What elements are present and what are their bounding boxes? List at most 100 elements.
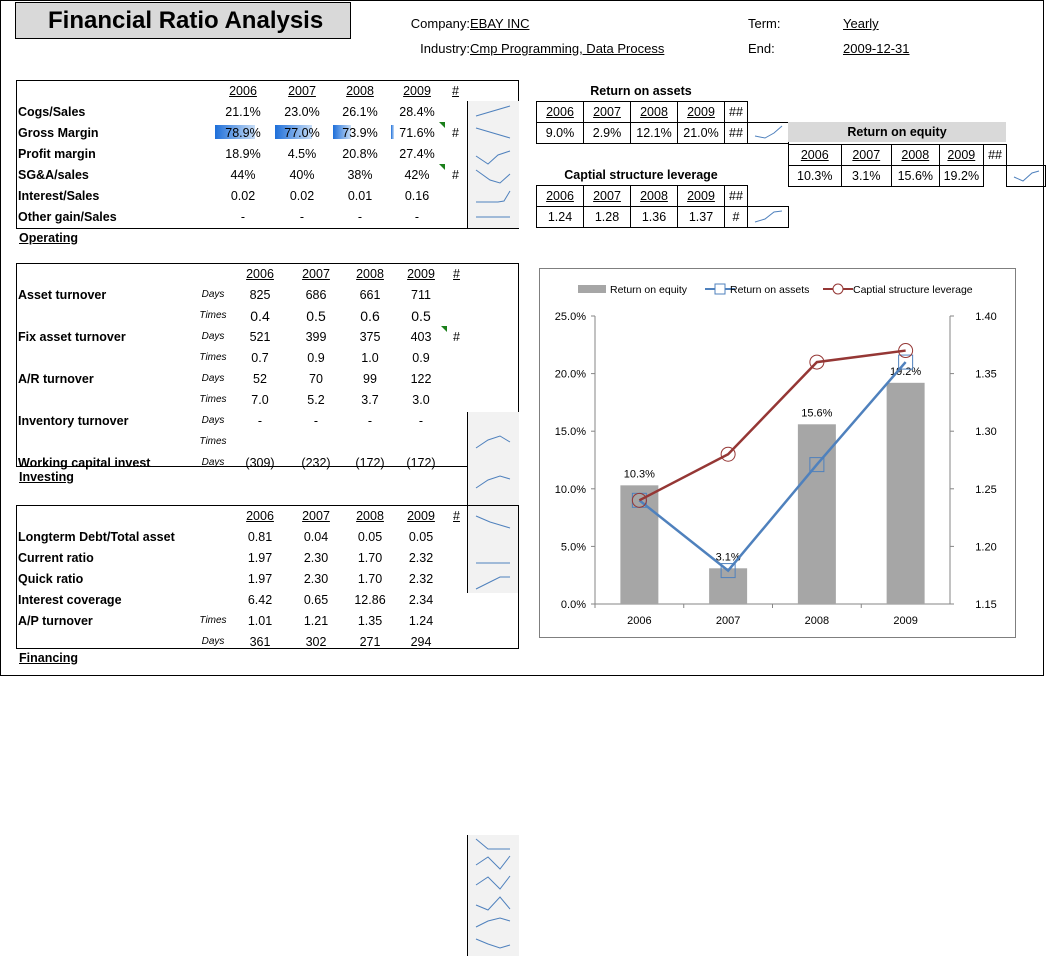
cell[interactable]: 0.9 [307, 350, 325, 365]
csl-cell[interactable]: 1.37 [677, 206, 725, 228]
cell[interactable]: 1.01 [247, 613, 273, 628]
cell[interactable]: 44% [230, 167, 256, 182]
cell[interactable]: 77.0% [273, 122, 331, 143]
roa-cell[interactable]: 2.9% [583, 122, 631, 144]
cell[interactable]: 52 [253, 371, 267, 386]
cell[interactable]: - [367, 413, 373, 428]
cell[interactable]: 521 [249, 329, 271, 344]
cell[interactable]: 294 [410, 634, 432, 649]
cell[interactable]: 2.32 [408, 550, 434, 565]
cell[interactable]: 302 [305, 634, 327, 649]
cell[interactable]: 661 [359, 287, 381, 302]
cell[interactable]: (309) [245, 455, 275, 470]
roe-cell[interactable]: 10.3% [788, 165, 842, 187]
cell[interactable]: 1.97 [247, 571, 273, 586]
cell[interactable]: 711 [411, 287, 431, 302]
term-value[interactable]: Yearly [843, 16, 879, 31]
cell[interactable]: 99 [363, 371, 377, 386]
cell[interactable]: 1.24 [408, 613, 434, 628]
cell[interactable]: 0.16 [404, 188, 430, 203]
cell[interactable]: 1.21 [303, 613, 329, 628]
cell[interactable]: 1.97 [247, 550, 273, 565]
cell[interactable]: 3.0 [412, 392, 430, 407]
cell[interactable]: 71.6% [389, 122, 445, 143]
cell[interactable]: 27.4% [399, 146, 435, 161]
cell[interactable]: (172) [406, 455, 436, 470]
cell[interactable]: 5.2 [307, 392, 325, 407]
cell[interactable]: 42% [389, 164, 445, 185]
cell[interactable] [233, 431, 287, 452]
csl-cell[interactable]: 1.36 [630, 206, 678, 228]
cell[interactable]: 3.7 [361, 392, 379, 407]
cell[interactable]: 403 [395, 326, 447, 347]
cell[interactable]: 2.32 [408, 571, 434, 586]
cell[interactable]: 399 [305, 329, 327, 344]
industry-value[interactable]: Cmp Programming, Data Process [470, 41, 665, 56]
csl-cell[interactable]: 1.28 [583, 206, 631, 228]
cell[interactable]: 0.5 [306, 307, 326, 324]
csl-cell[interactable]: 1.24 [536, 206, 584, 228]
cell[interactable]: - [257, 413, 263, 428]
roa-cell[interactable]: 9.0% [536, 122, 584, 144]
company-value[interactable]: EBAY INC [470, 16, 530, 31]
roa-cell[interactable]: 12.1% [630, 122, 678, 144]
cell[interactable]: 0.9 [412, 350, 430, 365]
cell[interactable]: 0.05 [357, 529, 383, 544]
cell[interactable]: (172) [355, 455, 385, 470]
cell[interactable]: 0.6 [360, 307, 380, 324]
cell[interactable]: 4.5% [287, 146, 317, 161]
cell[interactable]: 78.9% [213, 122, 273, 143]
cell[interactable]: 7.0 [251, 392, 269, 407]
cell[interactable]: - [299, 209, 305, 224]
cell[interactable]: 0.65 [303, 592, 329, 607]
cell[interactable]: 23.0% [284, 104, 320, 119]
cell[interactable]: 0.02 [289, 188, 315, 203]
cell[interactable]: 825 [249, 287, 271, 302]
roe-cell[interactable]: 3.1% [840, 165, 892, 187]
cell[interactable]: 70 [309, 371, 323, 386]
cell[interactable]: 20.8% [342, 146, 378, 161]
cell[interactable]: 0.02 [230, 188, 256, 203]
cell[interactable]: 1.0 [361, 350, 379, 365]
roe-cell[interactable]: 15.6% [890, 165, 940, 187]
cell[interactable]: 361 [249, 634, 271, 649]
cell[interactable] [345, 431, 395, 452]
roa-cell[interactable]: 21.0% [677, 122, 725, 144]
cell[interactable]: 2.30 [303, 571, 329, 586]
cell[interactable]: 0.01 [347, 188, 373, 203]
cell[interactable]: 1.35 [357, 613, 383, 628]
cell[interactable]: 1.70 [357, 550, 383, 565]
cell[interactable]: 686 [305, 287, 327, 302]
cell[interactable]: (232) [301, 455, 331, 470]
cell[interactable]: 2.34 [408, 592, 434, 607]
cell[interactable]: 2.30 [303, 550, 329, 565]
roe-cell[interactable]: 19.2% [938, 165, 985, 187]
cell[interactable]: 0.04 [303, 529, 329, 544]
cell[interactable]: 122 [410, 371, 432, 386]
cell[interactable]: 6.42 [247, 592, 273, 607]
end-value[interactable]: 2009-12-31 [843, 41, 910, 56]
cell[interactable]: 73.9% [331, 122, 389, 143]
cell[interactable]: 38% [347, 167, 373, 182]
cell[interactable]: - [313, 413, 319, 428]
cell[interactable] [395, 431, 447, 452]
cell[interactable]: 0.7 [251, 350, 269, 365]
cell[interactable]: 1.70 [357, 571, 383, 586]
cell[interactable]: 18.9% [225, 146, 261, 161]
combo-chart[interactable]: 0.0% 5.0% 10.0% 15.0% 20.0% 25.0% 1.15 1.20 1.25… [539, 268, 1016, 638]
cell[interactable]: - [240, 209, 246, 224]
cell[interactable]: 28.4% [399, 104, 435, 119]
cell[interactable]: - [357, 209, 363, 224]
cell[interactable] [287, 431, 345, 452]
cell[interactable]: - [418, 413, 424, 428]
cell[interactable]: 26.1% [342, 104, 378, 119]
cell[interactable]: - [414, 209, 420, 224]
cell[interactable]: 0.5 [411, 307, 431, 324]
cell[interactable]: 375 [359, 329, 381, 344]
cell[interactable]: 12.86 [354, 592, 386, 607]
cell[interactable]: 271 [359, 634, 381, 649]
cell[interactable]: 0.05 [408, 529, 434, 544]
cell[interactable]: 40% [289, 167, 315, 182]
cell[interactable]: 0.81 [247, 529, 273, 544]
cell[interactable]: 0.4 [250, 307, 270, 324]
